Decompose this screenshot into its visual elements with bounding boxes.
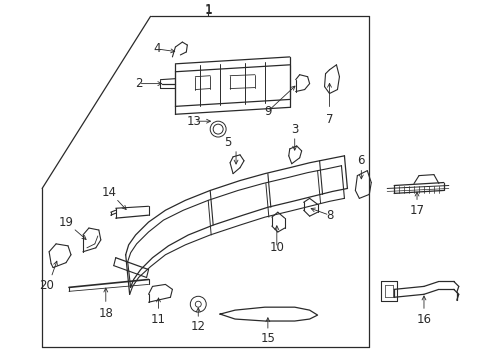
Text: 1: 1: [204, 4, 212, 17]
Text: 15: 15: [260, 332, 275, 345]
Text: 3: 3: [290, 123, 298, 136]
Text: 2: 2: [135, 77, 142, 90]
Text: 4: 4: [153, 42, 161, 55]
Text: 1: 1: [204, 3, 212, 16]
Text: 18: 18: [98, 307, 113, 320]
Text: 7: 7: [325, 113, 333, 126]
Text: 14: 14: [101, 186, 116, 199]
Text: 13: 13: [186, 115, 202, 128]
Text: 16: 16: [416, 312, 430, 325]
Text: 5: 5: [224, 136, 231, 149]
Text: 12: 12: [190, 320, 205, 333]
Text: 9: 9: [264, 105, 271, 118]
Text: 10: 10: [269, 241, 284, 254]
Text: 6: 6: [357, 154, 365, 167]
Text: 8: 8: [325, 209, 332, 222]
Text: 19: 19: [59, 216, 73, 229]
Text: 11: 11: [151, 312, 165, 325]
Text: 20: 20: [39, 279, 54, 292]
Text: 17: 17: [408, 204, 424, 217]
